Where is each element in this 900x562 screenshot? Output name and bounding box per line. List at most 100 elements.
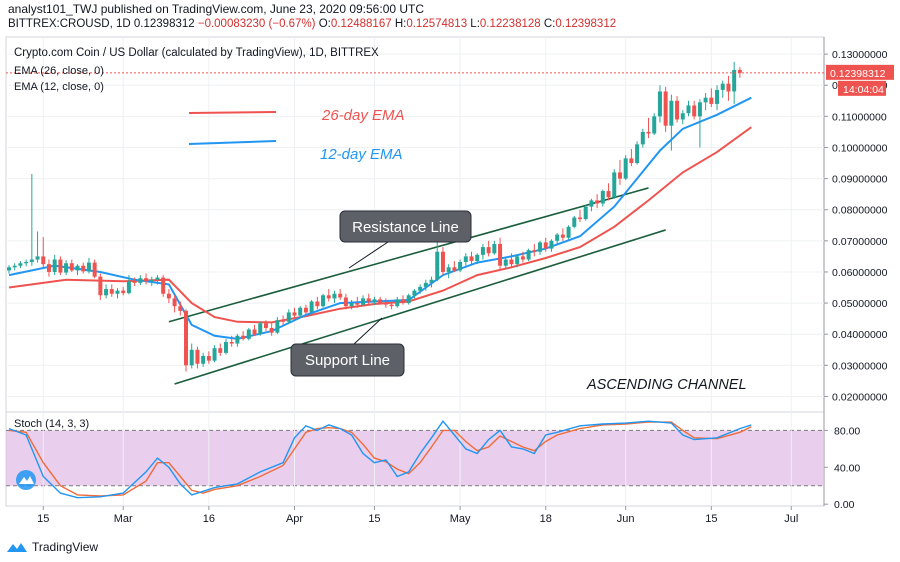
candle[interactable] [184, 309, 189, 372]
candle[interactable] [589, 198, 594, 212]
candle[interactable] [144, 273, 149, 285]
candle[interactable] [400, 295, 405, 305]
candle[interactable] [361, 295, 366, 307]
candle[interactable] [263, 320, 268, 332]
candle[interactable] [201, 352, 206, 367]
candle[interactable] [138, 275, 143, 286]
candle[interactable] [92, 259, 97, 279]
candle[interactable] [452, 261, 457, 272]
candle[interactable] [189, 343, 194, 369]
candle[interactable] [543, 237, 548, 252]
candle[interactable] [69, 259, 74, 272]
candle[interactable] [241, 331, 246, 341]
candle[interactable] [446, 264, 451, 279]
candle[interactable] [132, 277, 137, 286]
tradingview-brand[interactable]: TradingView [32, 540, 99, 554]
candle[interactable] [475, 253, 480, 265]
candle[interactable] [372, 296, 377, 305]
candle[interactable] [298, 306, 303, 318]
candle[interactable] [64, 260, 69, 276]
candle[interactable] [657, 85, 662, 123]
candle[interactable] [109, 284, 114, 297]
candle[interactable] [343, 293, 348, 310]
candle[interactable] [686, 100, 691, 117]
candle[interactable] [389, 299, 394, 310]
candle[interactable] [166, 289, 171, 304]
candle[interactable] [572, 215, 577, 229]
candle[interactable] [532, 243, 537, 257]
candle[interactable] [697, 99, 702, 148]
candle[interactable] [98, 273, 103, 300]
candle[interactable] [469, 251, 474, 265]
candle[interactable] [726, 75, 731, 101]
candle[interactable] [440, 247, 445, 276]
candle[interactable] [86, 257, 91, 274]
candle[interactable] [515, 254, 520, 268]
candle[interactable] [7, 265, 11, 274]
candle[interactable] [229, 335, 234, 347]
candle[interactable] [703, 93, 708, 111]
candle[interactable] [406, 293, 411, 305]
candle[interactable] [675, 96, 680, 123]
candle[interactable] [480, 243, 485, 260]
candle[interactable] [680, 110, 685, 125]
candle[interactable] [715, 85, 720, 111]
candle[interactable] [235, 334, 240, 347]
candle[interactable] [218, 343, 223, 356]
candle[interactable] [646, 117, 651, 139]
candle[interactable] [560, 228, 565, 241]
candle[interactable] [606, 183, 611, 201]
candle[interactable] [115, 288, 120, 299]
candle[interactable] [555, 233, 560, 244]
candle[interactable] [46, 259, 51, 277]
candle[interactable] [498, 237, 503, 271]
candle[interactable] [292, 307, 297, 318]
candle[interactable] [315, 296, 320, 310]
candle[interactable] [161, 275, 166, 297]
candle[interactable] [35, 231, 40, 263]
candle[interactable] [338, 289, 343, 300]
candle[interactable] [720, 80, 725, 98]
candle[interactable] [178, 301, 183, 316]
candle[interactable] [378, 296, 383, 305]
candle[interactable] [121, 286, 126, 296]
candle[interactable] [275, 317, 280, 335]
candle[interactable] [458, 259, 463, 272]
candle[interactable] [321, 293, 326, 308]
candle[interactable] [309, 299, 314, 314]
candle[interactable] [52, 254, 57, 276]
candle[interactable] [566, 225, 571, 240]
candle[interactable] [246, 327, 251, 341]
candle[interactable] [503, 256, 508, 269]
candle[interactable] [612, 169, 617, 199]
candle[interactable] [635, 141, 640, 165]
candle[interactable] [623, 155, 628, 181]
candle[interactable] [732, 61, 737, 104]
candle[interactable] [509, 253, 514, 268]
candle[interactable] [81, 262, 86, 274]
candle[interactable] [395, 296, 400, 308]
support-callout[interactable] [290, 343, 405, 377]
candle[interactable] [223, 338, 228, 355]
candle[interactable] [303, 304, 308, 314]
candle[interactable] [195, 346, 200, 369]
candle[interactable] [549, 239, 554, 252]
candle[interactable] [29, 173, 34, 266]
candle[interactable] [58, 256, 63, 276]
candle[interactable] [383, 298, 388, 308]
candle[interactable] [349, 299, 354, 310]
candle[interactable] [126, 275, 131, 295]
candle[interactable] [418, 284, 423, 294]
tradingview-logo-icon[interactable] [6, 540, 28, 554]
candle[interactable] [326, 289, 331, 302]
candle[interactable] [435, 240, 440, 282]
candle[interactable] [24, 259, 29, 267]
candle[interactable] [663, 86, 668, 132]
candle[interactable] [692, 100, 697, 120]
candle[interactable] [709, 88, 714, 108]
candle[interactable] [258, 321, 263, 336]
candle[interactable] [366, 293, 371, 305]
candle[interactable] [538, 240, 543, 255]
resistance-callout[interactable] [339, 210, 472, 243]
